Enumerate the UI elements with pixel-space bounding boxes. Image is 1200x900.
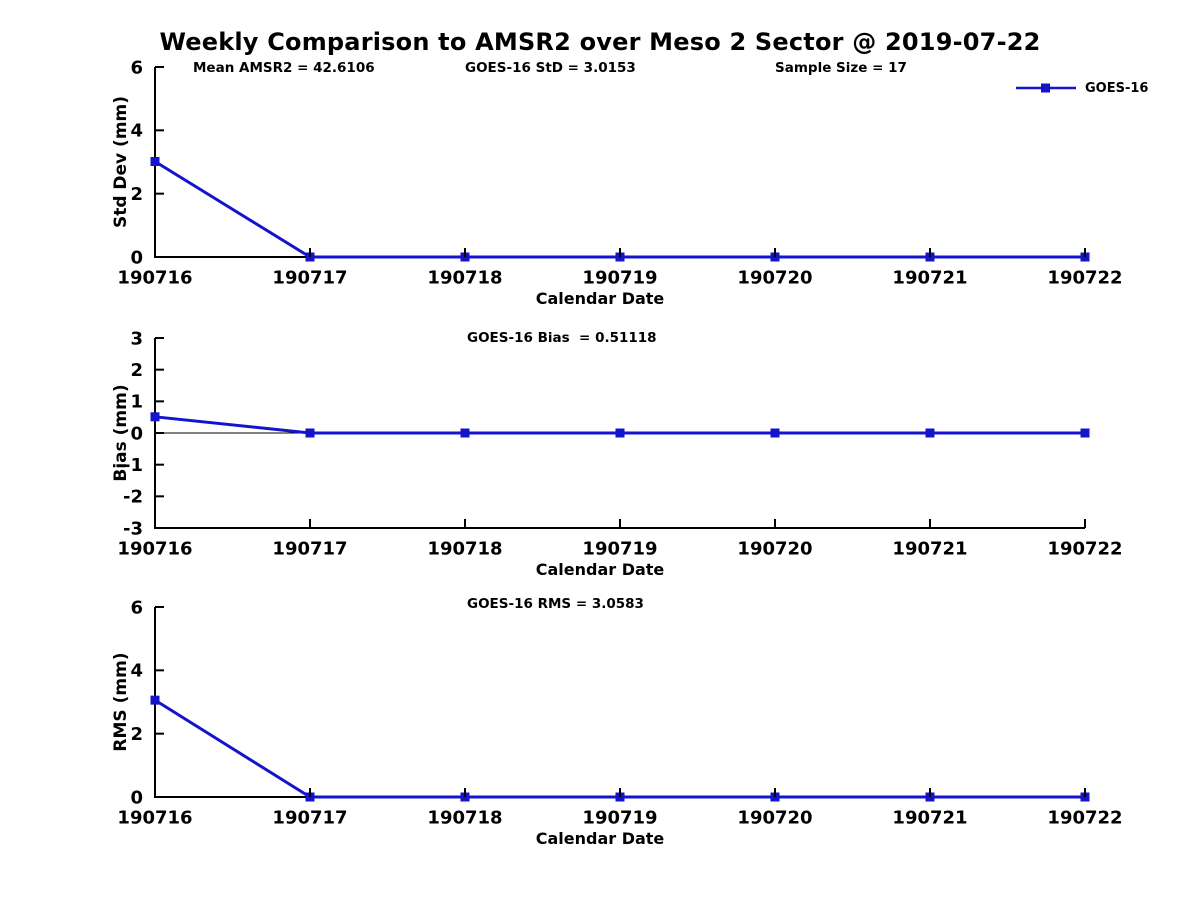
legend-line-marker-icon xyxy=(1016,83,1076,93)
series-line xyxy=(154,698,1085,799)
x-tick-label: 190718 xyxy=(427,538,502,559)
x-tick-label: 190718 xyxy=(427,267,502,288)
x-tick-label: 190720 xyxy=(737,538,812,559)
y-axis-label-stddev: Std Dev (mm) xyxy=(111,95,131,229)
x-tick-label: 190716 xyxy=(117,538,192,559)
data-point-marker xyxy=(1080,428,1090,438)
subplot-bias: -3 -2 -1 0 1 2 3 190716 190717 190718 190719 190720… xyxy=(117,328,1122,559)
y-tick-label: -1 xyxy=(123,455,143,476)
page-title: Weekly Comparison to AMSR2 over Meso 2 S… xyxy=(159,28,1041,56)
data-point-marker xyxy=(150,157,160,167)
y-tick-label: 4 xyxy=(130,121,143,142)
y-tick-label: -3 xyxy=(123,518,143,539)
data-point-marker xyxy=(615,428,625,438)
data-point-marker xyxy=(150,695,160,705)
legend-label: GOES-16 xyxy=(1085,80,1149,96)
y-tick-label: 2 xyxy=(130,360,143,381)
x-axis-label-stddev: Calendar Date xyxy=(535,289,665,308)
y-tick-label: 2 xyxy=(130,724,143,745)
x-tick-label: 190717 xyxy=(272,807,347,828)
data-point-marker xyxy=(925,428,935,438)
series-line xyxy=(154,160,1085,259)
subplot-std-dev: 0 2 4 6 190716 190717 190718 190719 190720 190721… xyxy=(117,57,1122,288)
y-tick-label: 6 xyxy=(130,597,143,618)
y-axis-label-bias: Bias (mm) xyxy=(111,384,131,482)
x-tick-label: 190717 xyxy=(272,267,347,288)
x-axis-label-rms: Calendar Date xyxy=(535,829,665,848)
x-tick-label: 190720 xyxy=(737,807,812,828)
data-point-marker xyxy=(305,428,315,438)
x-tick-label: 190716 xyxy=(117,807,192,828)
y-tick-label: 0 xyxy=(130,787,143,808)
x-axis-label-bias: Calendar Date xyxy=(535,560,665,579)
y-tick-label: 1 xyxy=(130,392,143,413)
x-tick-label: 190721 xyxy=(892,807,967,828)
x-tick-label: 190719 xyxy=(582,538,657,559)
x-tick-label: 190721 xyxy=(892,538,967,559)
annotation-goes16-bias: GOES-16 Bias = 0.51118 xyxy=(467,330,657,346)
y-tick-label: 4 xyxy=(130,661,143,682)
x-tick-label: 190722 xyxy=(1047,538,1122,559)
x-tick-label: 190718 xyxy=(427,807,502,828)
x-tick-label: 190722 xyxy=(1047,267,1122,288)
x-tick-label: 190717 xyxy=(272,538,347,559)
y-tick-label: 0 xyxy=(130,247,143,268)
y-tick-label: 0 xyxy=(130,423,143,444)
data-point-marker xyxy=(150,412,160,422)
annotation-mean-amsr2: Mean AMSR2 = 42.6106 xyxy=(193,60,375,76)
y-axis-label-rms: RMS (mm) xyxy=(111,652,131,752)
y-tick-label: -2 xyxy=(123,487,143,508)
x-tick-label: 190720 xyxy=(737,267,812,288)
legend: GOES-16 xyxy=(1014,80,1148,96)
y-tick-label: 6 xyxy=(130,57,143,78)
x-tick-label: 190721 xyxy=(892,267,967,288)
x-tick-label: 190722 xyxy=(1047,807,1122,828)
x-tick-label: 190719 xyxy=(582,807,657,828)
annotation-sample-size: Sample Size = 17 xyxy=(775,60,907,76)
annotation-goes16-rms: GOES-16 RMS = 3.0583 xyxy=(467,596,644,612)
annotation-goes16-std: GOES-16 StD = 3.0153 xyxy=(465,60,636,76)
x-tick-label: 190716 xyxy=(117,267,192,288)
y-tick-label: 3 xyxy=(130,328,143,349)
y-tick-label: 2 xyxy=(130,184,143,205)
x-tick-label: 190719 xyxy=(582,267,657,288)
data-point-marker xyxy=(460,428,470,438)
subplot-rms: 0 2 4 6 190716 190717 190718 190719 190720 190721… xyxy=(117,597,1122,828)
data-point-marker xyxy=(770,428,780,438)
